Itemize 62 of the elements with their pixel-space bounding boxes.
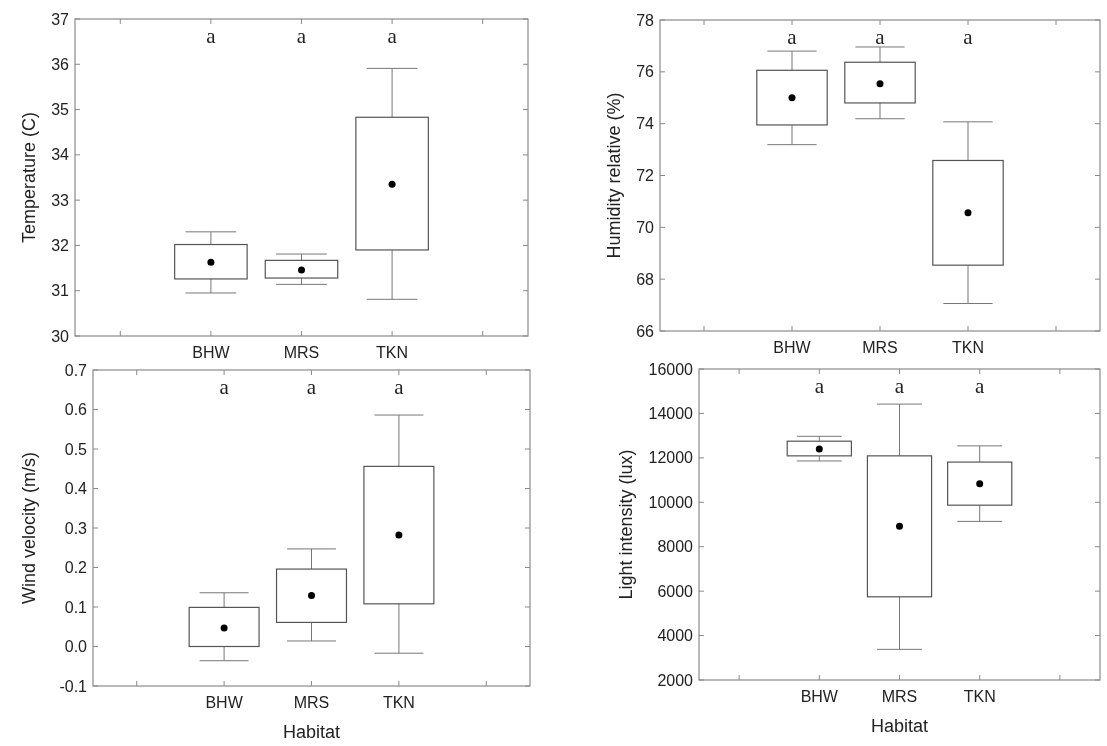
annotation: a	[975, 374, 986, 398]
x-tick-label: MRS	[881, 688, 918, 705]
y-axis-title: Light intensity (lux)	[616, 449, 636, 600]
y-tick-label: 0.2	[64, 559, 88, 577]
annotation: a	[306, 375, 317, 399]
x-tick-label: BHW	[205, 694, 244, 711]
annotation: a	[296, 24, 307, 48]
y-tick-label: 35	[51, 101, 70, 119]
annotation: a	[206, 24, 217, 48]
y-tick-label: 30	[51, 327, 70, 345]
y-tick-label: 6000	[657, 582, 694, 600]
x-tick-label: MRS	[293, 694, 330, 711]
y-tick-label: 78	[636, 11, 655, 29]
y-tick-label: 4000	[657, 627, 694, 645]
x-axis-title: Habitat	[870, 716, 929, 736]
y-tick-label: 32	[51, 237, 70, 255]
y-tick-label: 0.7	[64, 361, 88, 379]
y-tick-label: 74	[636, 115, 655, 133]
annotation: a	[387, 24, 398, 48]
annotation: a	[394, 375, 405, 399]
x-tick-label: MRS	[283, 344, 320, 361]
x-tick-label: BHW	[773, 339, 812, 356]
annotation: a	[875, 25, 886, 49]
y-tick-label: 36	[51, 55, 70, 73]
annotation: a	[894, 374, 905, 398]
x-tick-label: TKN	[952, 339, 984, 356]
y-tick-label: 66	[636, 322, 655, 340]
y-tick-label: 37	[51, 10, 70, 28]
y-tick-label: 68	[636, 270, 655, 288]
y-tick-label: 72	[636, 167, 655, 185]
y-axis-title: Wind velocity (m/s)	[19, 451, 39, 605]
y-tick-label: 0.0	[64, 638, 88, 656]
y-tick-label: 34	[51, 146, 70, 164]
y-tick-label: 12000	[648, 449, 694, 467]
y-tick-label: 31	[51, 282, 70, 300]
y-tick-label: 16000	[648, 360, 694, 378]
x-axis-title: Habitat	[282, 722, 341, 742]
y-tick-label: 76	[636, 63, 655, 81]
x-tick-label: BHW	[800, 688, 839, 705]
x-tick-label: MRS	[862, 339, 898, 356]
x-tick-label: TKN	[963, 688, 996, 705]
y-tick-label: 14000	[648, 405, 694, 423]
x-tick-label: TKN	[382, 694, 415, 711]
annotation: a	[787, 25, 798, 49]
y-axis-title: Temperature (C)	[19, 111, 39, 244]
y-tick-label: 33	[51, 191, 70, 209]
y-tick-label: 2000	[657, 671, 694, 689]
y-tick-label: 0.5	[64, 440, 88, 458]
y-tick-label: 10000	[648, 493, 694, 511]
y-tick-label: -0.1	[59, 677, 88, 695]
annotation: a	[219, 375, 230, 399]
annotation: a	[814, 374, 825, 398]
y-tick-label: 0.6	[64, 401, 88, 419]
x-tick-label: BHW	[192, 344, 231, 361]
y-tick-label: 0.1	[64, 598, 88, 616]
y-tick-label: 0.3	[64, 519, 88, 537]
y-tick-label: 70	[636, 218, 655, 236]
y-tick-label: 0.4	[64, 480, 88, 498]
y-axis-title: Humidity relative (%)	[604, 92, 624, 259]
y-tick-label: 8000	[657, 538, 694, 556]
x-tick-label: TKN	[376, 344, 409, 361]
annotation: a	[963, 25, 974, 49]
